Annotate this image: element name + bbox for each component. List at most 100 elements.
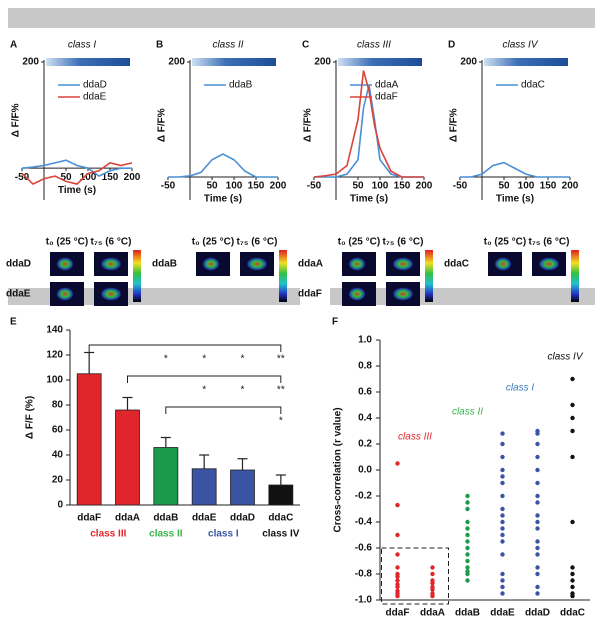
data-line [168, 153, 278, 178]
point [570, 571, 575, 577]
point [535, 467, 540, 473]
x-tick-label: -50 [15, 172, 30, 183]
x-tick-label: 50 [352, 181, 364, 192]
y-axis-label: Δ F/F (%) [25, 396, 36, 439]
x-tick-label: ddaE [192, 513, 217, 524]
data-line [21, 161, 133, 186]
y-tick-label: 0.6 [358, 387, 372, 398]
color-scale [571, 250, 579, 302]
point [570, 593, 575, 599]
panel-label: B [156, 40, 163, 51]
x-tick-label: 100 [518, 181, 535, 192]
point [500, 506, 505, 512]
point [465, 565, 470, 570]
bar [76, 373, 102, 506]
point [535, 571, 540, 577]
image-header: t₀ (25 °C) [338, 237, 380, 248]
x-tick-label: 150 [102, 172, 119, 183]
stimulus-bar [46, 58, 130, 66]
point [535, 480, 540, 486]
point [535, 493, 540, 499]
point [465, 571, 470, 577]
y-tick-label: 200 [314, 57, 331, 68]
x-tick-label: 100 [226, 181, 243, 192]
x-tick-label: -50 [161, 181, 176, 192]
data-line [21, 159, 132, 178]
significance-mark: ** [277, 354, 285, 365]
chart-title: class IV [502, 40, 538, 51]
point [430, 587, 435, 592]
y-axis-label: Cross-correlation (r value) [333, 407, 344, 532]
image-row-label: ddaD [6, 259, 31, 270]
point [395, 461, 400, 466]
panel-label: A [10, 40, 17, 51]
x-tick-label: 150 [248, 181, 265, 192]
neuron-cell [348, 257, 366, 271]
point [430, 593, 435, 599]
significance-mark: * [202, 385, 206, 396]
x-tick-label: 50 [498, 181, 510, 192]
neuron-cell [100, 257, 122, 271]
legend-label: ddaA [375, 80, 399, 91]
legend-label: ddaD [83, 80, 107, 91]
x-axis-label: Time (s) [496, 194, 534, 205]
neuron-cell [100, 287, 122, 301]
neuron-cell [202, 257, 220, 271]
point [500, 526, 505, 531]
stimulus-bar [338, 58, 422, 66]
point [535, 526, 540, 531]
y-tick-label: 0.0 [358, 465, 372, 476]
neuron-cell [56, 257, 74, 271]
x-tick-label: -50 [307, 181, 322, 192]
color-scale [425, 250, 433, 302]
point [500, 467, 505, 473]
neuron-cell [494, 257, 512, 271]
point [535, 500, 540, 505]
significance-mark: * [279, 416, 283, 427]
y-tick-label: 100 [46, 375, 63, 386]
y-tick-label: 200 [460, 57, 477, 68]
x-tick-label: ddaD [525, 608, 550, 619]
x-tick-label: 200 [562, 181, 579, 192]
point [395, 593, 400, 599]
point [465, 532, 470, 538]
y-tick-label: -0.8 [355, 569, 373, 580]
x-tick-label: 150 [394, 181, 411, 192]
bar [230, 469, 255, 506]
point [500, 519, 505, 525]
y-axis-label: Δ F/F% [157, 108, 168, 142]
point [500, 532, 505, 538]
point [465, 578, 470, 583]
legend-label: ddaF [375, 92, 398, 103]
point [570, 565, 575, 570]
point [535, 584, 540, 590]
point [465, 506, 470, 512]
point [395, 584, 400, 590]
x-axis-label: Time (s) [58, 185, 96, 196]
point [570, 519, 575, 525]
y-tick-label: -0.4 [355, 517, 373, 528]
significance-bracket [127, 375, 282, 383]
x-tick-label: 50 [60, 172, 72, 183]
y-tick-label: -0.2 [355, 491, 373, 502]
point [570, 578, 575, 583]
image-header: t₀ (25 °C) [46, 237, 88, 248]
neuron-cell [392, 287, 414, 301]
x-tick-label: ddaF [386, 608, 410, 619]
group-label: class I [506, 383, 535, 394]
y-tick-label: 0.8 [358, 361, 372, 372]
legend-label: ddaB [229, 80, 253, 91]
x-tick-label: ddaC [268, 513, 293, 524]
image-header: t₇₅ (6 °C) [529, 237, 570, 248]
significance-mark: * [202, 354, 206, 365]
section-bar [8, 8, 595, 28]
point [395, 502, 400, 508]
x-tick-label: 200 [416, 181, 433, 192]
x-tick-label: 150 [540, 181, 557, 192]
x-axis-label: Time (s) [204, 194, 242, 205]
point [395, 552, 400, 557]
point [465, 558, 470, 564]
x-axis-label: Time (s) [350, 194, 388, 205]
point [395, 574, 400, 579]
